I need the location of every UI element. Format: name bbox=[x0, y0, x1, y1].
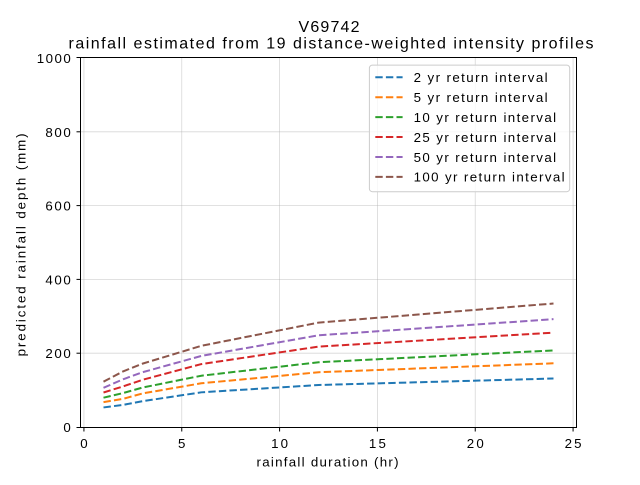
svg-text:0: 0 bbox=[80, 436, 87, 451]
svg-text:1000: 1000 bbox=[37, 51, 71, 66]
svg-text:5: 5 bbox=[178, 436, 185, 451]
svg-text:200: 200 bbox=[45, 346, 70, 361]
svg-text:0: 0 bbox=[63, 420, 70, 435]
svg-text:600: 600 bbox=[45, 199, 70, 214]
svg-text:rainfall duration (hr): rainfall duration (hr) bbox=[257, 454, 399, 469]
svg-text:5 yr return interval: 5 yr return interval bbox=[414, 90, 548, 105]
svg-text:rainfall estimated from 19 dis: rainfall estimated from 19 distance-weig… bbox=[69, 36, 594, 53]
svg-text:100 yr return interval: 100 yr return interval bbox=[414, 170, 565, 185]
svg-text:400: 400 bbox=[45, 272, 70, 287]
svg-text:800: 800 bbox=[45, 125, 70, 140]
svg-text:V69742: V69742 bbox=[299, 19, 360, 36]
svg-text:2 yr return interval: 2 yr return interval bbox=[414, 70, 548, 85]
